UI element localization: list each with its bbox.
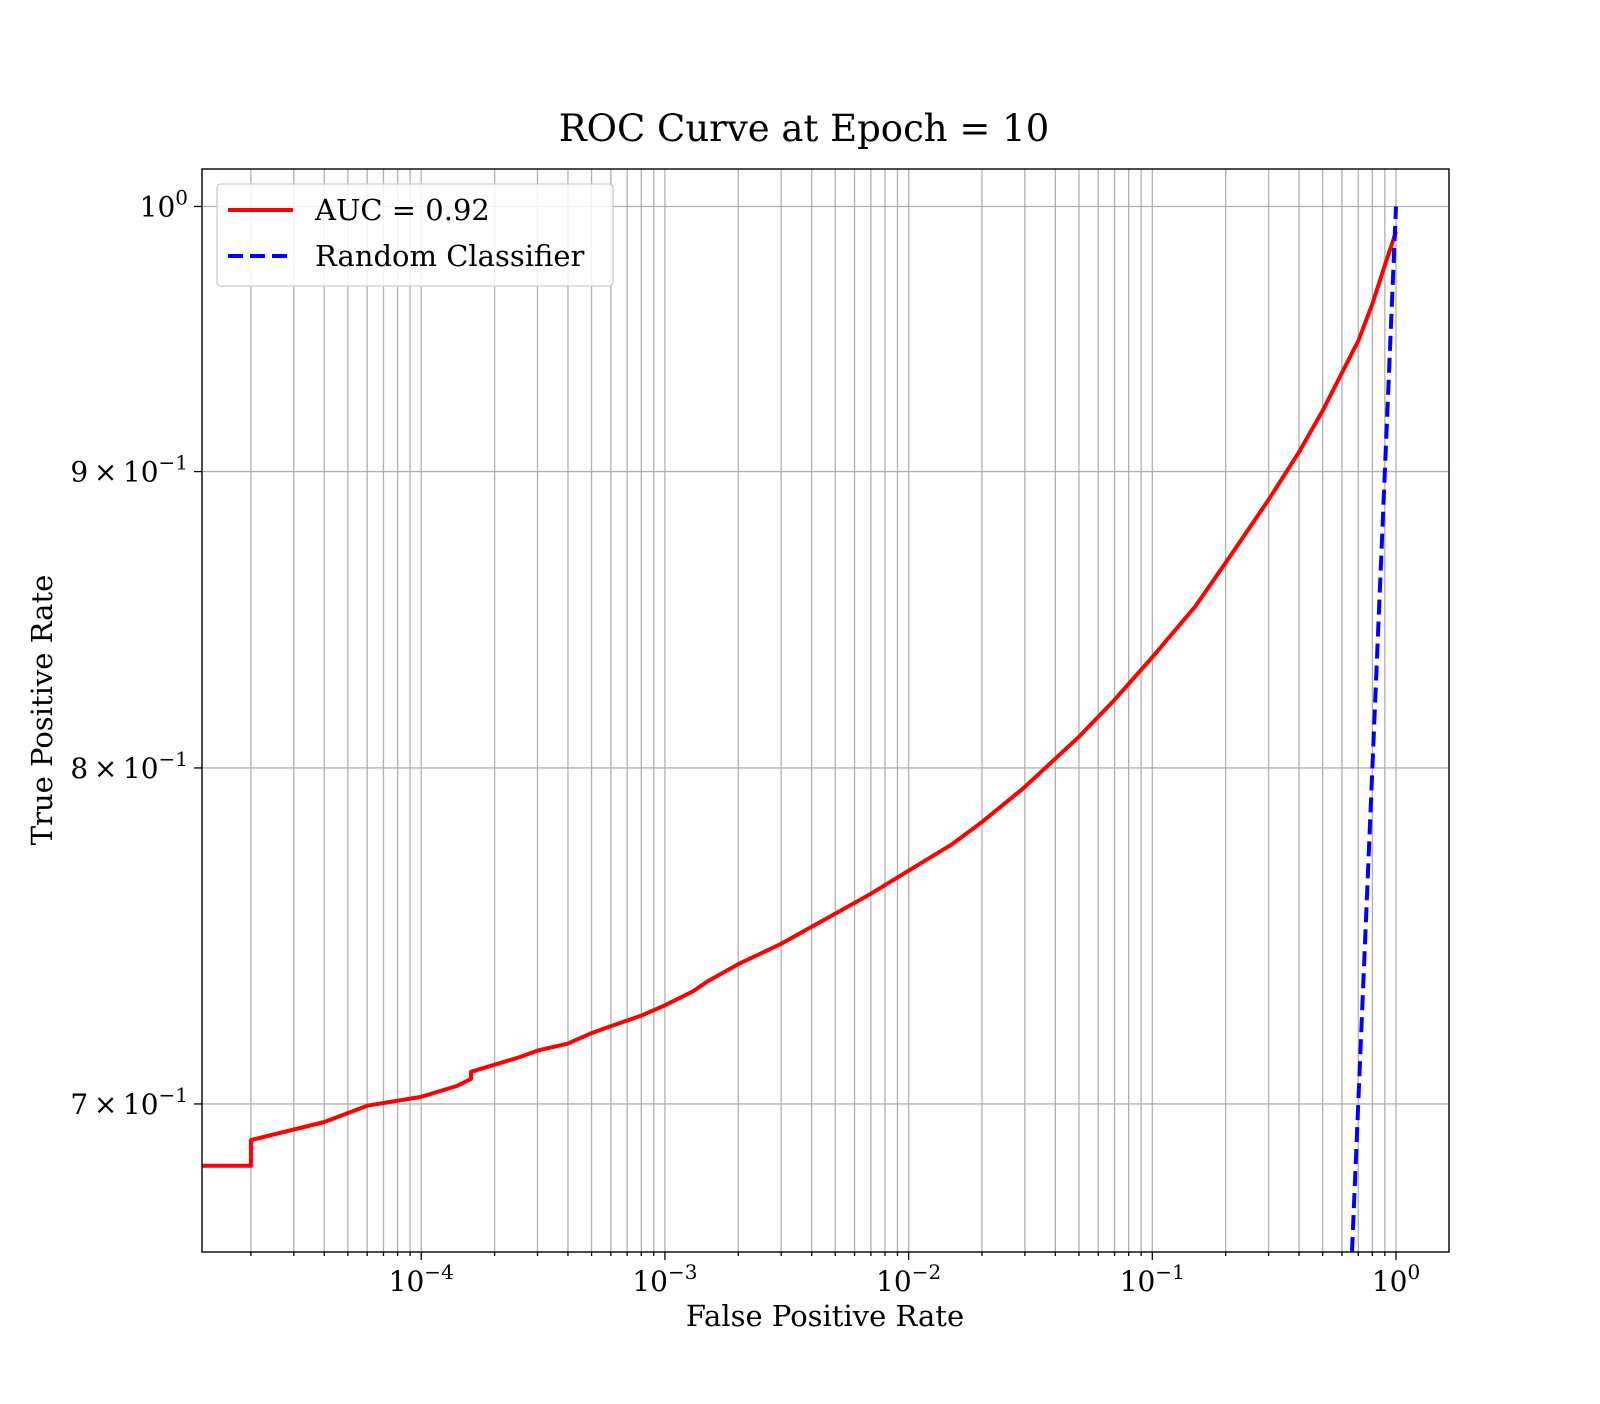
y-tick-label: 9 × 10−1 [70, 451, 188, 489]
y-tick-label: 8 × 10−1 [70, 747, 188, 785]
x-tick-label: 10−3 [632, 1260, 697, 1298]
chart-title: ROC Curve at Epoch = 10 [559, 107, 1049, 150]
roc-curve-line [202, 231, 1398, 1168]
random-classifier-line [1350, 206, 1398, 1252]
legend: AUC = 0.92 Random Classifier [216, 183, 614, 287]
y-axis-label: True Positive Rate [25, 575, 59, 846]
x-axis-label: False Positive Rate [686, 1299, 964, 1333]
legend-label-auc: AUC = 0.92 [314, 193, 490, 227]
x-tick-label: 100 [1372, 1260, 1420, 1298]
x-tick-label: 10−1 [1120, 1260, 1185, 1298]
series-layer [202, 206, 1398, 1252]
legend-box [216, 183, 614, 287]
legend-label-random-classifier: Random Classifier [315, 239, 585, 273]
plot-frame [201, 168, 1450, 1253]
tick-layer: 10−4 10−3 10−2 10−1 100 7 × 10−1 8 × 10−1 9 × 1… [70, 185, 1420, 1298]
y-tick-label: 7 × 10−1 [70, 1083, 188, 1121]
grid-layer [202, 169, 1449, 1252]
y-tick-label: 100 [140, 185, 188, 223]
x-tick-label: 10−2 [876, 1260, 941, 1298]
x-tick-label: 10−4 [389, 1260, 454, 1298]
